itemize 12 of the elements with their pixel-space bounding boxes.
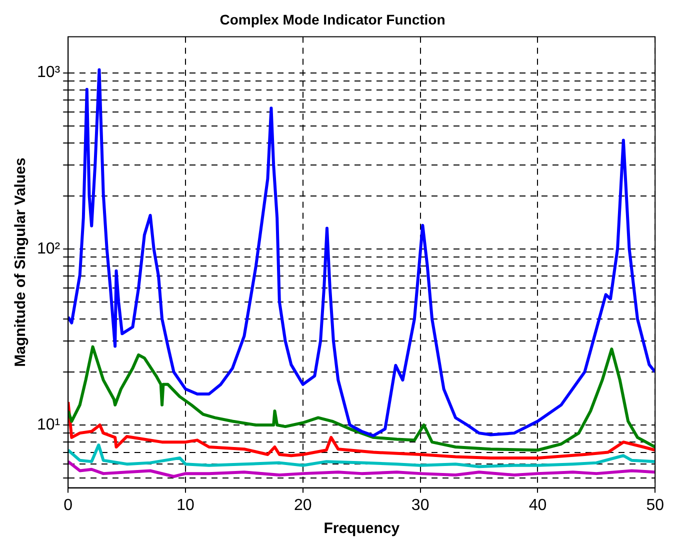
y-axis-title: Magnitude of Singular Values (12, 158, 30, 367)
x-tick-label: 20 (294, 496, 312, 514)
x-tick-label: 10 (176, 496, 195, 514)
x-tick-label: 30 (411, 496, 430, 514)
x-tick-label: 50 (646, 496, 664, 514)
x-tick-label: 40 (528, 496, 547, 514)
x-tick-label: 0 (64, 496, 73, 514)
x-axis-title: Frequency (324, 520, 400, 538)
y-tick-label: 10¹ (37, 416, 60, 434)
y-tick-label: 10³ (37, 64, 61, 82)
y-tick-label: 10² (37, 240, 61, 258)
chart-title: Complex Mode Indicator Function (220, 11, 446, 28)
